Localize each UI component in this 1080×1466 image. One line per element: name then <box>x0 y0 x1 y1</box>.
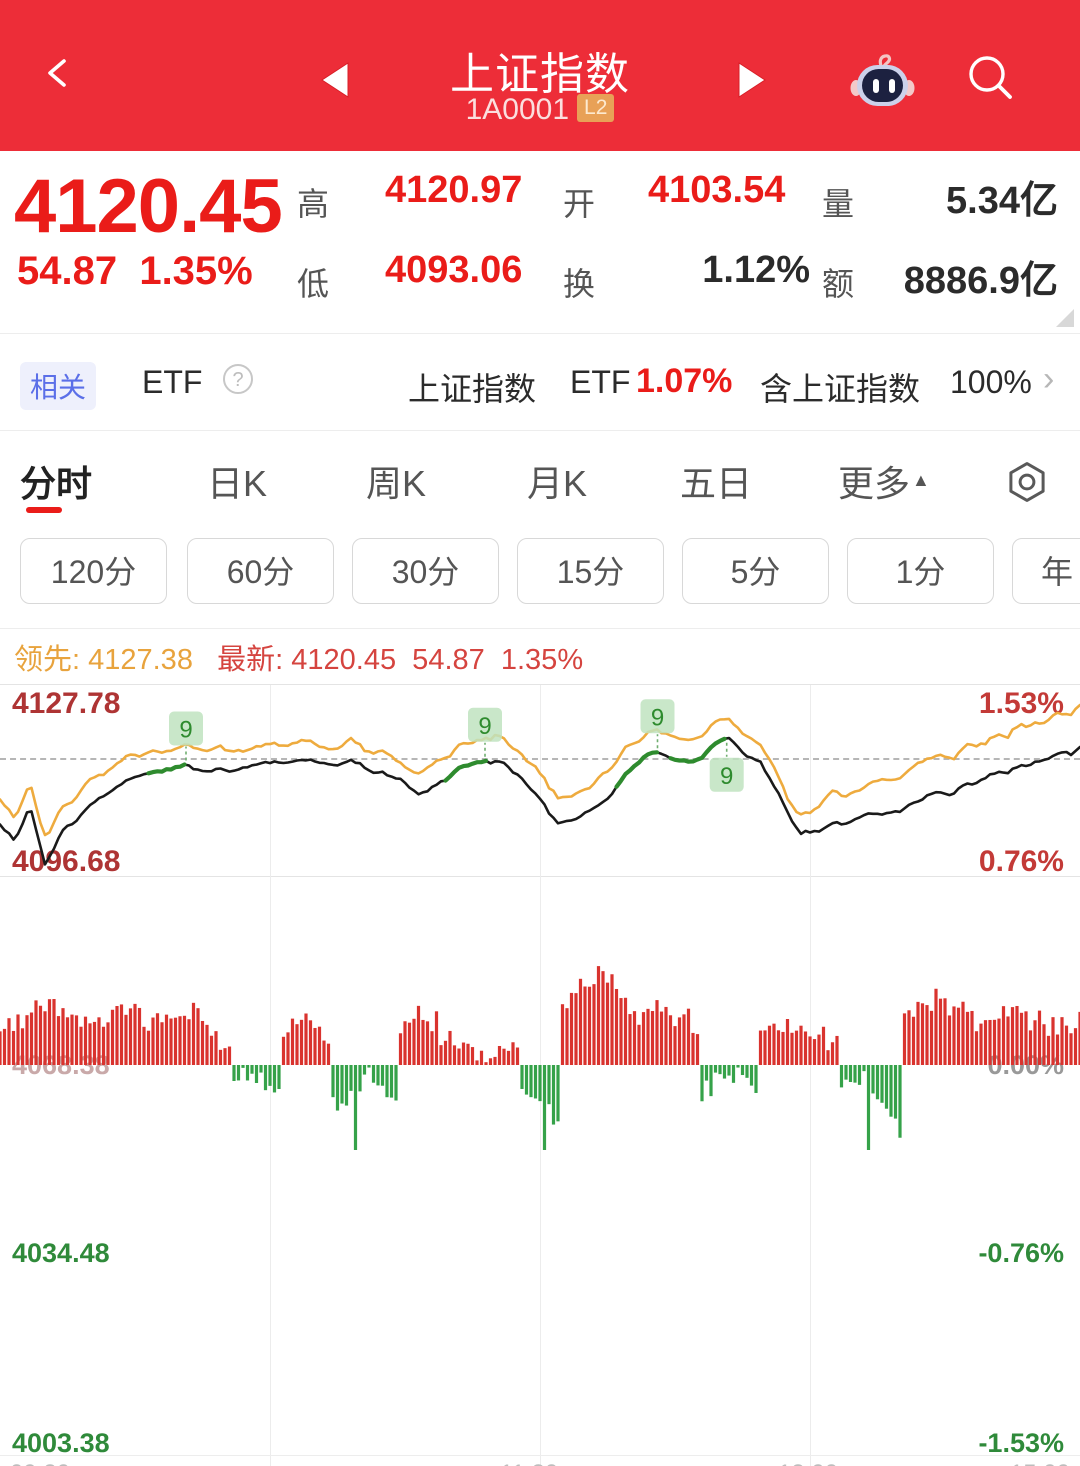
svg-text:9: 9 <box>651 704 664 731</box>
svg-text:9: 9 <box>179 717 192 744</box>
svg-text:9: 9 <box>720 763 733 790</box>
svg-text:9: 9 <box>478 713 491 740</box>
